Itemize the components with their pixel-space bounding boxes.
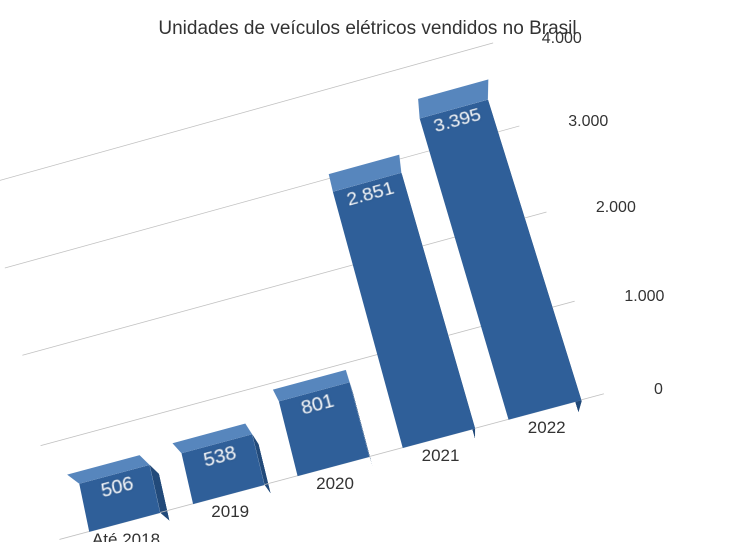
category-label: 2022 bbox=[487, 418, 607, 438]
y-tick-label: 4.000 bbox=[542, 30, 582, 48]
category-label: 2019 bbox=[170, 502, 290, 522]
category-label: 2021 bbox=[381, 446, 501, 466]
bar: 3.395 bbox=[420, 99, 582, 420]
category-label: Até 2018 bbox=[66, 530, 186, 542]
ev-sales-chart: Unidades de veículos elétricos vendidos … bbox=[0, 0, 735, 542]
bar: 801 bbox=[279, 382, 370, 476]
bar: 538 bbox=[182, 434, 265, 504]
plot-area: 5065388012.8513.395 bbox=[0, 43, 604, 540]
y-tick-label: 1.000 bbox=[624, 288, 664, 306]
y-tick-label: 2.000 bbox=[596, 199, 636, 217]
category-label: 2020 bbox=[275, 474, 395, 494]
y-tick-label: 0 bbox=[654, 381, 663, 399]
bar: 506 bbox=[79, 465, 160, 532]
chart-title: Unidades de veículos elétricos vendidos … bbox=[0, 18, 735, 40]
y-tick-label: 3.000 bbox=[568, 113, 608, 131]
